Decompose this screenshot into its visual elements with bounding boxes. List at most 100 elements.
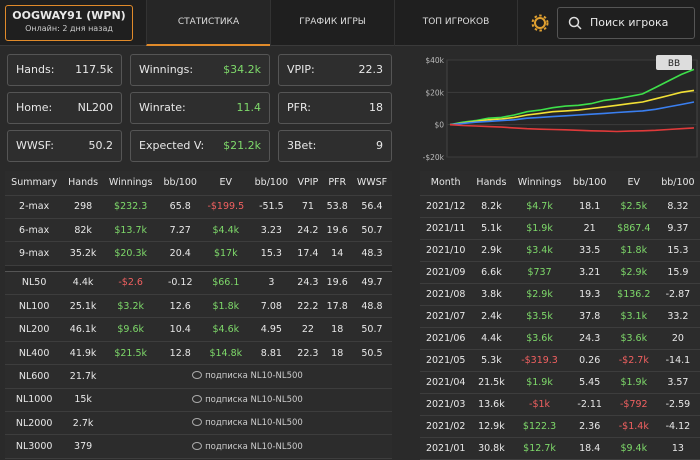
column-header: bb/100 xyxy=(655,171,700,196)
table-cell: 3.57 xyxy=(655,371,700,394)
table-row: 2-max 298 $232.3 65.8 -$199.5 -51.5 71 53.8 56.4 xyxy=(5,195,392,219)
chart-line xyxy=(449,89,695,126)
card-label: 3Bet: xyxy=(287,139,317,152)
table-cell: 12.8 xyxy=(158,341,203,366)
table-cell: 5.1k xyxy=(471,217,512,240)
tab[interactable]: СТАТИСТИКА xyxy=(146,0,270,46)
lock-icon xyxy=(192,394,203,403)
stat-card: Winrate: 11.4 xyxy=(130,92,270,124)
tab[interactable]: ТОП ИГРОКОВ xyxy=(394,0,518,46)
table-cell: 2021/07 xyxy=(420,305,472,328)
stat-card: VPIP: 22.3 xyxy=(278,54,392,86)
table-cell: $122.3 xyxy=(511,415,568,438)
table-row: 2021/09 6.6k $737 3.21 $2.9k 15.9 xyxy=(420,261,700,284)
table-cell: 53.8 xyxy=(322,195,352,219)
chart-line xyxy=(449,101,695,126)
card-value: $21.2k xyxy=(223,139,261,152)
table-cell: NL2000 xyxy=(5,411,64,436)
table-cell: $12.7k xyxy=(511,437,568,460)
tab[interactable]: ГРАФИК ИГРЫ xyxy=(270,0,394,46)
player-status: Онлайн: 2 дня назад xyxy=(25,24,113,33)
y-tick-label: -$20k xyxy=(423,153,445,162)
search-box[interactable]: Поиск игрока xyxy=(557,7,695,39)
player-box[interactable]: OOGWAY91 (WPN) Онлайн: 2 дня назад xyxy=(5,5,133,41)
table-cell: 25.1k xyxy=(63,294,103,319)
table-cell: 12.9k xyxy=(471,415,512,438)
player-name: OOGWAY91 (WPN) xyxy=(12,9,126,22)
card-label: Expected V: xyxy=(139,139,205,152)
table-cell: 8.2k xyxy=(471,195,512,218)
table-cell: $1.8k xyxy=(611,239,656,262)
table-cell: -$1k xyxy=(511,393,568,416)
lock-text: подписка NL10-NL500 xyxy=(205,394,303,405)
table-cell: 2021/04 xyxy=(420,371,472,394)
table-cell: -4.12 xyxy=(655,415,700,438)
table-cell: $1.9k xyxy=(511,217,568,240)
table-cell: 3.8k xyxy=(471,283,512,306)
table-cell: 7.08 xyxy=(249,294,294,319)
table-row: 9-max 35.2k $20.3k 20.4 $17k 15.3 17.4 14 48.3 xyxy=(5,241,392,266)
table-cell: 5.3k xyxy=(471,349,512,372)
column-header: PFR xyxy=(322,171,352,196)
column-header: Hands xyxy=(63,171,103,196)
table-cell: $66.1 xyxy=(202,271,250,296)
table-cell: -14.1 xyxy=(655,349,700,372)
stat-card: Home: NL200 xyxy=(7,92,122,124)
table-cell: $20.3k xyxy=(102,241,159,266)
table-cell: 41.9k xyxy=(63,341,103,366)
table-cell: -$319.3 xyxy=(511,349,568,372)
table-cell: 2021/09 xyxy=(420,261,472,284)
stat-card: Expected V: $21.2k xyxy=(130,130,270,162)
table-row: 2021/07 2.4k $3.5k 37.8 $3.1k 33.2 xyxy=(420,305,700,328)
table-cell: 9.37 xyxy=(655,217,700,240)
table-cell: 7.27 xyxy=(158,218,203,243)
table-row: 2021/12 8.2k $4.7k 18.1 $2.5k 8.32 xyxy=(420,195,700,218)
table-cell: -$2.7k xyxy=(611,349,656,372)
table-row: NL1000 15k подписка NL10-NL500 xyxy=(5,388,392,413)
table-cell: 19.6 xyxy=(322,218,352,243)
table-cell: $17k xyxy=(202,241,250,266)
table-cell: NL1000 xyxy=(5,388,64,413)
table-cell: 8.32 xyxy=(655,195,700,218)
gap-cell xyxy=(5,265,392,272)
card-value: 9 xyxy=(376,139,383,152)
table-cell: -$199.5 xyxy=(202,195,250,219)
table-cell: 21 xyxy=(567,217,612,240)
table-cell: -2.87 xyxy=(655,283,700,306)
settings-icon[interactable] xyxy=(531,14,549,32)
table-cell: 17.8 xyxy=(322,294,352,319)
table-cell: $13.7k xyxy=(102,218,159,243)
table-cell: 48.3 xyxy=(351,241,392,266)
table-cell: 3 xyxy=(249,271,294,296)
card-label: WWSF: xyxy=(16,139,54,152)
table-cell: 18 xyxy=(322,341,352,366)
table-cell: 2-max xyxy=(5,195,64,219)
table-cell: 4.4k xyxy=(471,327,512,350)
card-value: 11.4 xyxy=(236,101,262,114)
table-row: 6-max 82k $13.7k 7.27 $4.4k 3.23 24.2 19.6 50.7 xyxy=(5,218,392,243)
table-cell: 2.7k xyxy=(63,411,103,436)
table-cell: 2021/05 xyxy=(420,349,472,372)
table-row: 2021/01 30.8k $12.7k 18.4 $9.4k 13 xyxy=(420,437,700,460)
table-cell: 10.4 xyxy=(158,317,203,342)
table-cell: 0.26 xyxy=(567,349,612,372)
table-cell: 65.8 xyxy=(158,195,203,219)
stat-card: Winnings: $34.2k xyxy=(130,54,270,86)
table-cell: $3.6k xyxy=(511,327,568,350)
table-cell: 49.7 xyxy=(351,271,392,296)
table-cell: 35.2k xyxy=(63,241,103,266)
table-cell: -51.5 xyxy=(249,195,294,219)
table-cell: 50.7 xyxy=(351,218,392,243)
table-cell: NL400 xyxy=(5,341,64,366)
table-cell: $9.4k xyxy=(611,437,656,460)
lock-text: подписка NL10-NL500 xyxy=(205,371,303,382)
table-cell: $3.5k xyxy=(511,305,568,328)
stat-card: Hands: 117.5k xyxy=(7,54,122,86)
lock-icon xyxy=(192,441,203,450)
chart-bg xyxy=(446,59,698,158)
table-cell: 22 xyxy=(293,317,323,342)
column-header: Winnings xyxy=(102,171,159,196)
table-cell: 3.21 xyxy=(567,261,612,284)
table-cell: 2021/11 xyxy=(420,217,472,240)
